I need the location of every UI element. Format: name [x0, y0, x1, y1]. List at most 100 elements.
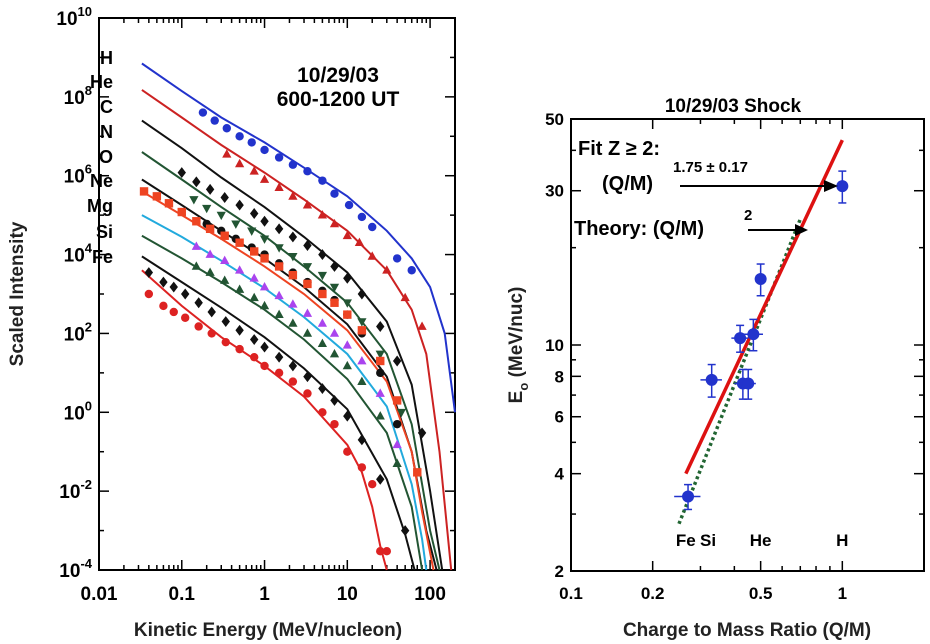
spectra-point-ne — [274, 262, 284, 271]
spectra-point-he — [367, 251, 377, 260]
shock-data-point — [747, 328, 760, 341]
spectra-point-n — [216, 211, 226, 221]
spectra-y-tick-label: 10-2 — [59, 477, 92, 503]
spectra-point-series-9 — [235, 344, 244, 354]
spectra-point-he — [274, 182, 284, 191]
spectra-point-ne — [392, 396, 402, 405]
spectra-point-fe — [376, 473, 385, 485]
spectra-point-fe — [303, 371, 312, 383]
shock-y-axis-label-rest: (MeV/nuc) — [506, 287, 527, 383]
spectra-point-mg — [302, 308, 313, 317]
shock-y-tick-label: 2 — [555, 562, 564, 581]
spectra-point-he — [249, 166, 259, 175]
spectra-point-fe — [207, 306, 216, 318]
shock-data-point — [836, 180, 849, 193]
spectra-point-si — [392, 458, 402, 467]
fit-line — [684, 139, 844, 475]
spectra-point-fe — [260, 341, 269, 353]
theory-arrow-head — [795, 224, 808, 236]
spectra-point-mg — [375, 388, 385, 397]
spectra-fit-curve-0 — [141, 62, 456, 413]
spectra-point-he — [317, 210, 328, 219]
spectra-point-series-9 — [376, 546, 385, 556]
species-label-he: He — [90, 72, 113, 92]
shock-y-axis-label: Eo (MeV/nuc) — [506, 287, 531, 404]
shock-x-axis-label: Charge to Mass Ratio (Q/M) — [623, 620, 871, 641]
spectra-point-series-9 — [274, 368, 284, 378]
spectra-point-fe — [250, 334, 259, 345]
shock-y-tick-label: 30 — [545, 182, 564, 201]
shock-x-tick-label: 0.2 — [641, 584, 665, 603]
spectra-point-si — [288, 318, 298, 327]
species-label-mg: Mg — [87, 196, 113, 216]
spectra-point-o — [376, 368, 385, 378]
spectra-point-ne — [288, 270, 298, 280]
spectra-point-c — [376, 321, 385, 332]
spectra-y-axis-label: Scaled Intensity — [7, 221, 28, 366]
spectra-fit-curve-8 — [141, 255, 416, 571]
spectra-point-si — [357, 376, 367, 385]
spectra-point-n — [259, 235, 270, 244]
spectra-point-n — [396, 408, 406, 418]
shock-data-point — [705, 373, 718, 386]
spectra-point-si — [329, 349, 340, 358]
spectra-point-c — [318, 249, 327, 261]
spectra-point-h — [357, 212, 367, 222]
spectra-point-series-9 — [260, 361, 269, 371]
shock-chart: 10/29/03 Shock 2 4 6 8 10 30 50 0.1 0.2 0.5 1 Fe S… — [506, 96, 925, 641]
spectra-point-c — [274, 223, 284, 235]
element-label-si: Si — [700, 531, 716, 550]
spectra-x-tick-label: 0.01 — [81, 584, 118, 605]
fit-label: Fit Z ≥ 2: — [578, 138, 660, 160]
spectra-point-fe — [274, 351, 284, 363]
spectra-point-si — [375, 411, 385, 420]
spectra-y-tick-label: 1010 — [56, 4, 92, 30]
spectra-fit-curve-9 — [141, 269, 388, 571]
spectra-point-si — [259, 300, 270, 310]
shock-y-axis-label-base: E — [506, 391, 527, 404]
spectra-point-he — [259, 174, 270, 183]
spectra-point-si — [205, 267, 215, 276]
spectra-point-ne — [318, 289, 327, 299]
spectra-point-series-9 — [180, 313, 190, 322]
spectra-annotation-date: 10/29/03 — [297, 64, 379, 87]
spectra-point-n — [274, 244, 284, 253]
shock-data-point — [742, 377, 755, 390]
spectra-point-c — [220, 192, 229, 203]
spectra-point-n — [231, 220, 241, 229]
spectra-point-c — [205, 183, 215, 195]
species-label-c: C — [100, 97, 113, 117]
spectra-point-si — [191, 261, 201, 270]
spectra-point-c — [192, 176, 201, 188]
spectra-chart: 10-4 10-2 100 102 104 106 108 1010 0.01 0.1 1 10 10… — [7, 4, 456, 641]
spectra-point-ne — [177, 207, 186, 217]
spectra-point-ne — [205, 224, 215, 234]
spectra-point-ne — [303, 279, 312, 289]
spectra-point-o — [392, 419, 402, 429]
spectra-point-mg — [392, 439, 402, 449]
theory-exponent: 2 — [744, 207, 752, 224]
spectra-point-he — [235, 158, 245, 168]
spectra-x-tick-label: 100 — [414, 584, 446, 605]
species-label-fe: Fe — [92, 247, 113, 267]
spectra-point-fe — [235, 324, 244, 336]
spectra-point-c — [177, 167, 186, 179]
spectra-point-c — [330, 260, 339, 272]
spectra-point-ne — [357, 326, 367, 335]
fit-exponent: 1.75 ± 0.17 — [673, 159, 748, 176]
spectra-point-mg — [205, 249, 215, 258]
spectra-point-fe — [180, 288, 190, 300]
spectra-point-ne — [376, 356, 385, 366]
spectra-point-series-9 — [303, 389, 312, 398]
shock-y-tick-label: 8 — [555, 367, 564, 386]
spectra-point-h — [344, 200, 354, 210]
spectra-point-n — [342, 299, 352, 308]
spectra-point-n — [288, 253, 298, 262]
spectra-point-h — [392, 254, 402, 263]
species-label-h: H — [100, 48, 113, 68]
spectra-y-tick-label: 102 — [64, 319, 92, 345]
spectra-point-series-9 — [330, 419, 339, 429]
spectra-point-h — [260, 145, 269, 155]
spectra-point-h — [247, 138, 256, 147]
spectra-point-ne — [330, 298, 339, 307]
